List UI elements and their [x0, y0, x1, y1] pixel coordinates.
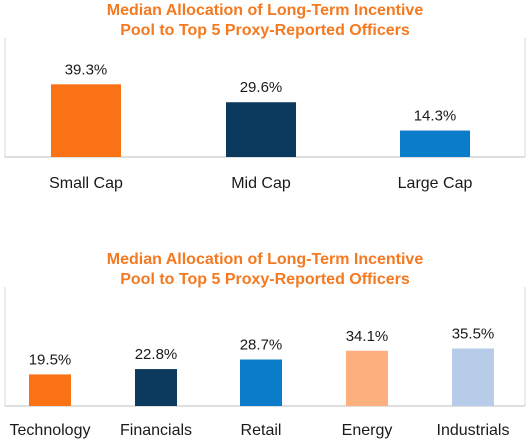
- chart-2-value-label-3: 28.7%: [240, 337, 283, 354]
- chart-2-category-label-1: Technology: [10, 422, 91, 439]
- chart-2-bar-2: [135, 369, 177, 406]
- chart-2-value-label-5: 35.5%: [452, 325, 495, 342]
- chart-2-value-label-1: 19.5%: [29, 351, 72, 368]
- chart-2-value-label-4: 34.1%: [346, 328, 389, 345]
- chart-1-bar-2: [226, 102, 296, 157]
- chart-2-category-label-2: Financials: [120, 422, 192, 439]
- chart-2-bar-1: [29, 374, 71, 406]
- chart-2-title: Median Allocation of Long-Term Incentive…: [0, 250, 530, 290]
- chart-2-category-label-3: Retail: [241, 422, 282, 439]
- chart-1-category-label-1: Small Cap: [49, 175, 123, 192]
- chart-1-title-line-1: Median Allocation of Long-Term Incentive: [106, 2, 424, 19]
- chart-2-category-label-5: Industrials: [437, 422, 510, 439]
- chart-2-title-line-1: Median Allocation of Long-Term Incentive: [106, 251, 424, 268]
- chart-2-value-label-2: 22.8%: [135, 346, 178, 363]
- chart-1-bar-3: [400, 130, 470, 157]
- chart-1-title: Median Allocation of Long-Term Incentive…: [0, 1, 530, 41]
- chart-2-title-line-2: Pool to Top 5 Proxy-Reported Officers: [120, 271, 410, 288]
- chart-1-value-label-2: 29.6%: [240, 79, 283, 96]
- chart-1-category-label-2: Mid Cap: [231, 175, 291, 192]
- chart-1-value-label-1: 39.3%: [65, 61, 108, 78]
- chart-2-bar-5: [452, 348, 494, 406]
- chart-1-title-line-2: Pool to Top 5 Proxy-Reported Officers: [120, 22, 410, 39]
- chart-2-category-label-4: Energy: [342, 422, 393, 439]
- chart-1-value-label-3: 14.3%: [414, 108, 457, 125]
- chart-2-bar-4: [346, 350, 388, 406]
- chart-2-bar-3: [240, 359, 282, 406]
- chart-1-category-label-3: Large Cap: [398, 175, 473, 192]
- chart-1-bar-1: [51, 84, 121, 157]
